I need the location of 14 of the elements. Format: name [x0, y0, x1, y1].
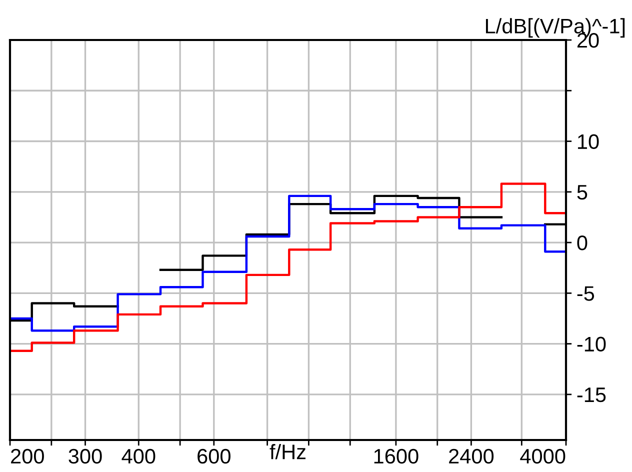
- x-tick-label: 2400: [449, 448, 494, 464]
- x-tick-label: 600: [198, 448, 230, 464]
- y-tick-label: 5: [577, 185, 588, 200]
- x-tick-label: 4000: [520, 448, 566, 464]
- y-tick-label: -5: [577, 286, 594, 301]
- x-tick-label: 1600: [374, 448, 418, 464]
- x-tick-label: 400: [122, 448, 156, 464]
- y-tick-label: -15: [577, 388, 606, 402]
- y-tick-label: 0: [577, 236, 588, 250]
- y-tick-label: -10: [577, 336, 606, 352]
- y-tick-label: 10: [578, 134, 599, 150]
- x-tick-label: 200: [11, 448, 44, 464]
- x-tick-label: 300: [68, 448, 102, 464]
- x-axis-title: f/Hz: [270, 444, 306, 460]
